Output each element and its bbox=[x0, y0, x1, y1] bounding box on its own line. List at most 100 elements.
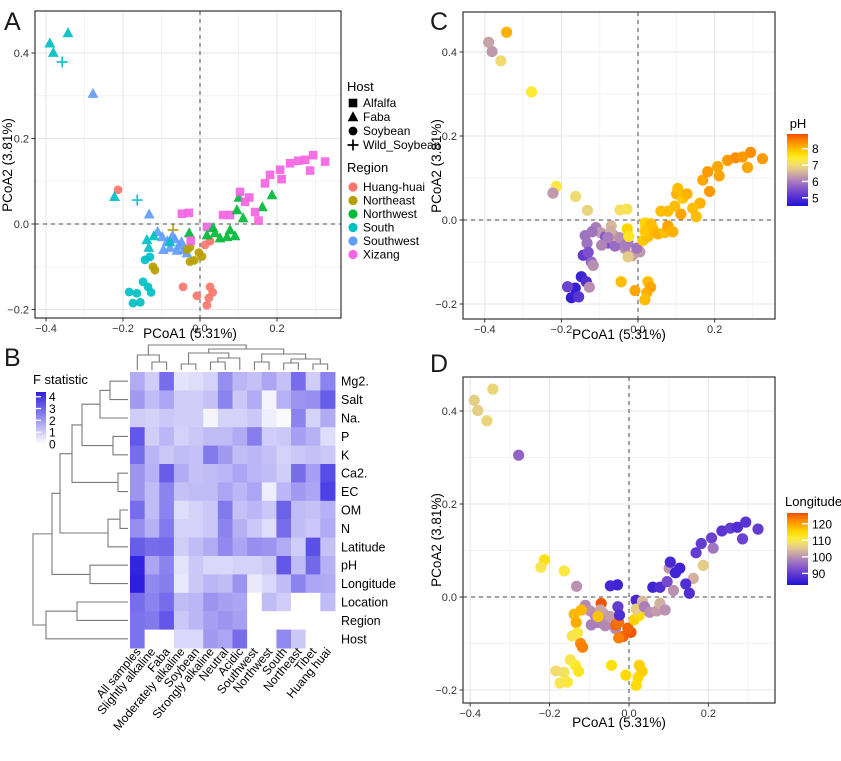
heatmap-cell bbox=[261, 611, 277, 631]
region-legend-item-label: Southwest bbox=[363, 234, 420, 248]
scatter-point-circle bbox=[535, 561, 547, 573]
scatter-point-triangle bbox=[62, 27, 74, 38]
heatmap-cell bbox=[232, 427, 248, 447]
scatter-point-circle bbox=[113, 185, 123, 195]
scatter-point-circle bbox=[659, 604, 671, 616]
scatter-point-circle bbox=[581, 237, 593, 249]
heatmap-cell bbox=[305, 408, 321, 428]
scatter-point-triangle bbox=[156, 231, 168, 242]
heatmap-cell bbox=[173, 408, 190, 428]
heatmap-cell bbox=[291, 611, 307, 631]
heatmap-cell bbox=[291, 390, 307, 410]
col-dendrogram-branch bbox=[180, 363, 197, 370]
scatter-point-square bbox=[184, 208, 194, 218]
scatter-point-triangle bbox=[148, 230, 160, 241]
heatmap-cell bbox=[173, 482, 190, 502]
ph-legend-title: pH bbox=[790, 116, 807, 131]
heatmap-cell bbox=[291, 500, 307, 520]
heatmap-cell bbox=[291, 592, 307, 612]
scatter-point-square bbox=[285, 158, 295, 168]
heatmap-cell bbox=[232, 519, 248, 539]
heatmap-cell bbox=[291, 445, 307, 465]
scatter-point-square bbox=[218, 210, 228, 220]
scatter-point-triangle bbox=[209, 227, 221, 238]
y-tick-label: 0.0 bbox=[442, 215, 457, 227]
heatmap-cell bbox=[130, 500, 146, 520]
scatter-point-triangle bbox=[229, 230, 241, 241]
heatmap-cell bbox=[130, 427, 146, 447]
scatter-point-circle bbox=[741, 161, 754, 174]
heatmap-cell bbox=[144, 427, 160, 447]
scatter-point-circle bbox=[629, 284, 641, 297]
heatmap-cell bbox=[130, 556, 146, 575]
region-legend-swatch bbox=[348, 209, 358, 219]
x-tick-label: 0.2 bbox=[707, 324, 722, 336]
panel-c-x-axis-title: PCoA1 (5.31%) bbox=[572, 327, 666, 342]
plot-frame bbox=[462, 11, 776, 320]
colorbar-tick-label: 110 bbox=[812, 534, 831, 548]
scatter-point-circle bbox=[568, 608, 580, 620]
heatmap-cell bbox=[291, 574, 307, 594]
heatmap-row-label: Na. bbox=[341, 412, 360, 426]
y-tick-label: 0.4 bbox=[442, 406, 457, 418]
scatter-point-circle bbox=[202, 300, 212, 310]
scatter-point-circle bbox=[612, 601, 624, 613]
heatmap-cell bbox=[173, 445, 190, 465]
heatmap-row-label: Region bbox=[341, 614, 381, 628]
heatmap-cell bbox=[247, 592, 263, 612]
plot-frame bbox=[462, 376, 776, 704]
scatter-point-circle bbox=[481, 415, 493, 427]
row-dendrogram-branch bbox=[81, 403, 113, 447]
heatmap-row-label: Ca2. bbox=[341, 467, 367, 481]
heatmap-row-label: N bbox=[341, 522, 350, 536]
heatmap-cell bbox=[291, 408, 307, 428]
panel-c-letter: C bbox=[430, 8, 448, 36]
heatmap-cell bbox=[217, 519, 233, 539]
heatmap-cell bbox=[305, 500, 321, 520]
longitude-legend-title: Longitude bbox=[785, 494, 841, 509]
heatmap-cell bbox=[320, 372, 336, 391]
colorbar-tick-label: 8 bbox=[812, 142, 819, 156]
scatter-point-square bbox=[308, 150, 318, 160]
scatter-point-square bbox=[250, 207, 260, 217]
scatter-point-circle bbox=[675, 208, 687, 220]
heatmap-cell bbox=[217, 427, 233, 447]
heatmap-row-label: EC bbox=[341, 485, 358, 499]
x-tick-label: 0.2 bbox=[701, 708, 716, 720]
scatter-point-circle bbox=[587, 259, 599, 271]
heatmap-cell bbox=[247, 482, 263, 502]
scatter-point-triangle bbox=[231, 204, 243, 215]
scatter-point-circle bbox=[613, 632, 625, 644]
scatter-point-triangle bbox=[171, 244, 183, 255]
col-dendrogram-branch bbox=[261, 353, 307, 362]
y-tick-label: −0.2 bbox=[7, 305, 29, 317]
heatmap-row-label: Mg2. bbox=[341, 375, 369, 389]
heatmap-cell bbox=[173, 500, 190, 520]
panel-d-x-axis-title: PCoA1 (5.31%) bbox=[572, 715, 666, 730]
x-tick-label: −0.4 bbox=[474, 324, 496, 336]
scatter-point-triangle bbox=[183, 227, 195, 238]
scatter-point-circle bbox=[622, 622, 634, 634]
row-dendrogram-branch bbox=[112, 435, 128, 456]
heatmap-cell bbox=[144, 574, 160, 594]
scatter-point-triangle bbox=[143, 208, 155, 219]
heatmap-cell bbox=[247, 464, 263, 483]
host-legend-item-label: Alfalfa bbox=[363, 96, 397, 110]
heatmap-cell bbox=[232, 372, 248, 391]
heatmap-cell bbox=[159, 592, 175, 612]
heatmap-cell bbox=[130, 611, 146, 631]
heatmap-cell bbox=[203, 537, 219, 557]
scatter-point-circle bbox=[639, 294, 651, 306]
scatter-point-circle bbox=[602, 232, 614, 244]
heatmap-cell bbox=[232, 390, 248, 410]
heatmap-cell bbox=[291, 427, 307, 447]
heatmap-cell bbox=[203, 556, 219, 575]
scatter-point-triangle bbox=[224, 224, 236, 235]
col-dendrogram-branch bbox=[253, 361, 270, 370]
heatmap-cell bbox=[291, 629, 307, 649]
heatmap-cell bbox=[203, 574, 219, 594]
heatmap-cell bbox=[159, 519, 175, 539]
heatmap-cell bbox=[261, 390, 277, 410]
